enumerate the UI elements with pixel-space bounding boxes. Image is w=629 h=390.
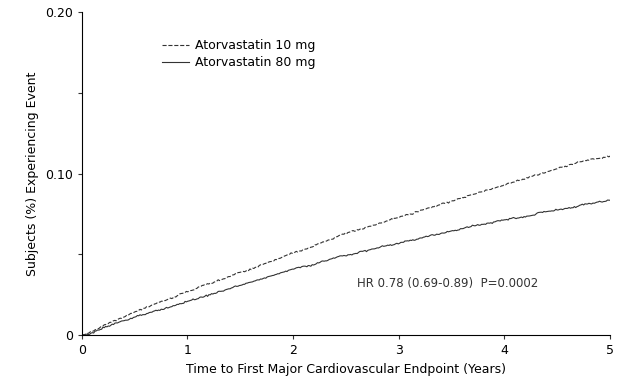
Legend: Atorvastatin 10 mg, Atorvastatin 80 mg: Atorvastatin 10 mg, Atorvastatin 80 mg: [157, 34, 321, 74]
X-axis label: Time to First Major Cardiovascular Endpoint (Years): Time to First Major Cardiovascular Endpo…: [186, 363, 506, 376]
Text: HR 0.78 (0.69-0.89)  P=0.0002: HR 0.78 (0.69-0.89) P=0.0002: [357, 277, 538, 290]
Y-axis label: Subjects (%) Experiencing Event: Subjects (%) Experiencing Event: [26, 71, 39, 276]
